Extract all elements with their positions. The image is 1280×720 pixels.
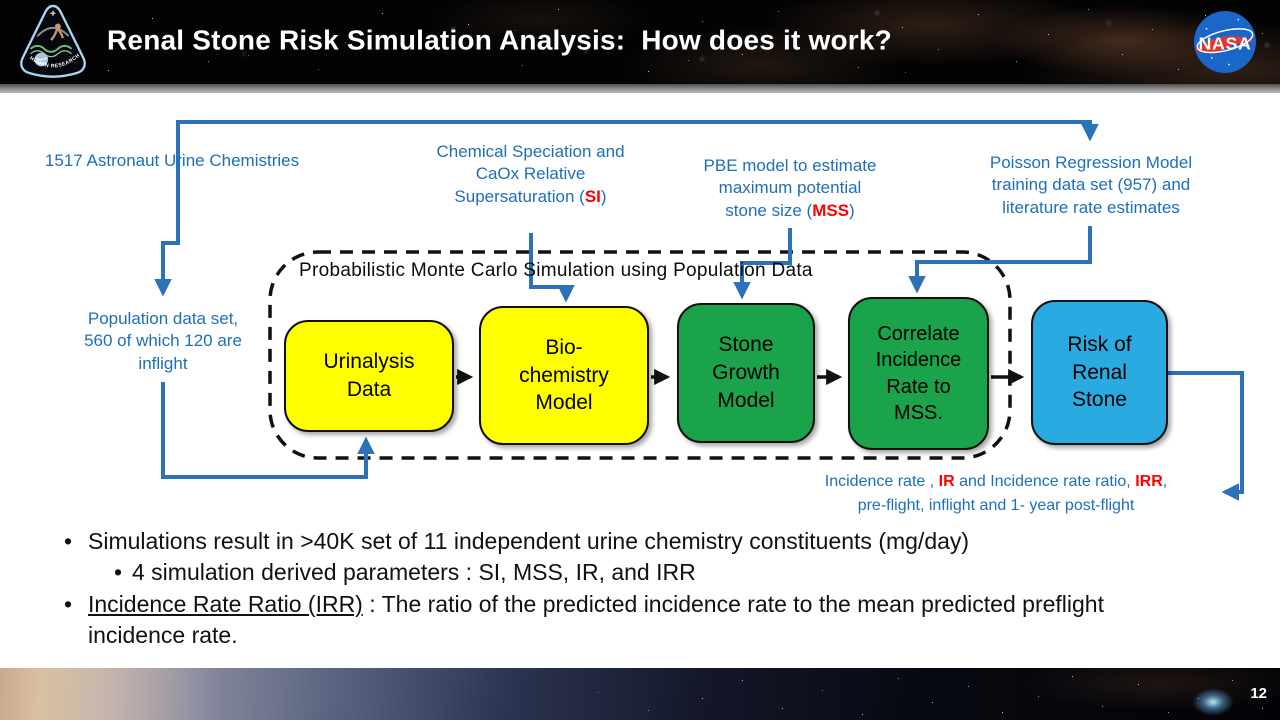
annotation-incidence-rate: Incidence rate , IR and Incidence rate r… bbox=[824, 473, 1168, 514]
header-divider bbox=[0, 84, 1280, 93]
nasa-logo-icon: NASA bbox=[1193, 10, 1257, 74]
bullet-subitem-parameters: 4 simulation derived parameters : SI, MS… bbox=[48, 557, 1248, 588]
nasa-logo-text: NASA bbox=[1198, 33, 1251, 53]
human-research-program-logo-icon: HUMAN RESEARCH PROGRAM bbox=[14, 3, 86, 78]
flow-box-risk-of-renal-stone: Risk of Renal Stone bbox=[1031, 300, 1168, 445]
annotation-urine-chemistries: 1517 Astronaut Urine Chemistries bbox=[44, 151, 300, 170]
star-field-bright bbox=[0, 0, 2, 2]
slide-header: HUMAN RESEARCH PROGRAM Renal Stone Risk … bbox=[0, 0, 1280, 84]
monte-carlo-container-label: Probabilistic Monte Carlo Simulation usi… bbox=[299, 260, 813, 281]
footer-star-field bbox=[0, 668, 1, 669]
irr-term-underlined: Incidence Rate Ratio (IRR) bbox=[88, 590, 363, 617]
bullet-marker bbox=[104, 557, 132, 588]
flow-box-correlate-incidence-rate: Correlate Incidence Rate to MSS. bbox=[848, 297, 989, 450]
flow-box-stone-growth-model: Stone Growth Model bbox=[677, 303, 815, 443]
bullet-item-irr-definition: Incidence Rate Ratio (IRR) : The ratio o… bbox=[48, 589, 1248, 652]
annotation-poisson-regression: Poisson Regression Model training data s… bbox=[989, 153, 1193, 217]
abbr-si: SI bbox=[584, 186, 601, 206]
annotation-chemical-speciation: Chemical Speciation and CaOx Relative Su… bbox=[436, 142, 625, 206]
abbr-irr: IRR bbox=[1135, 473, 1163, 490]
bullet-marker bbox=[48, 589, 88, 620]
bullet-marker bbox=[48, 526, 88, 557]
page-number: 12 bbox=[1250, 685, 1267, 702]
bullet-list: Simulations result in >40K set of 11 ind… bbox=[48, 526, 1248, 651]
abbr-ir: IR bbox=[938, 473, 955, 490]
flow-box-urinalysis-data: Urinalysis Data bbox=[284, 320, 454, 432]
abbr-mss: MSS bbox=[812, 200, 850, 220]
flow-box-biochemistry-model: Bio- chemistry Model bbox=[479, 306, 649, 445]
annotation-pbe-model: PBE model to estimate maximum potential … bbox=[703, 156, 877, 220]
slide-footer: 12 bbox=[0, 668, 1280, 720]
bright-star-icon bbox=[1192, 688, 1234, 716]
annotation-population-data-set: Population data set, 560 of which 120 ar… bbox=[84, 309, 242, 373]
bullet-item-simulations: Simulations result in >40K set of 11 ind… bbox=[48, 526, 1248, 557]
slide-title: Renal Stone Risk Simulation Analysis: Ho… bbox=[107, 24, 892, 56]
